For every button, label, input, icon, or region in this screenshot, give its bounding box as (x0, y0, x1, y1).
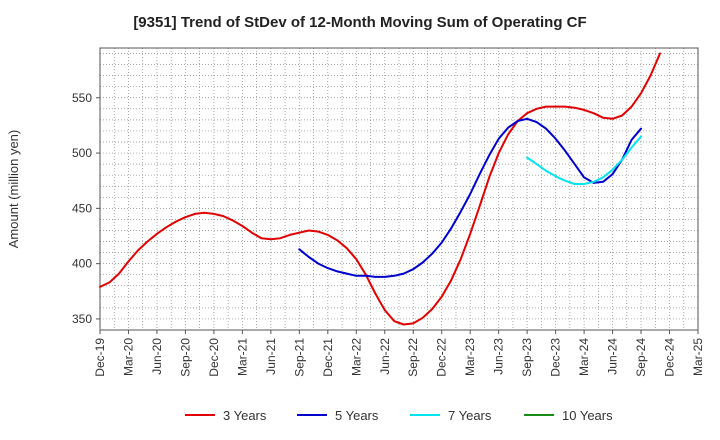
x-tick-label: Mar-25 (691, 338, 705, 376)
x-tick-label: Dec-19 (93, 338, 107, 377)
x-tick-label: Sep-20 (178, 338, 192, 377)
x-tick-label: Jun-20 (150, 338, 164, 375)
x-tick-label: Dec-24 (663, 338, 677, 377)
x-tick-label: Sep-24 (634, 338, 648, 377)
series-line-3-years (99, 52, 661, 326)
y-tick-label: 450 (72, 201, 92, 215)
x-tick-label: Mar-24 (577, 338, 591, 376)
legend-label-3-years: 3 Years (223, 408, 267, 423)
legend: 3 Years 5 Years 7 Years 10 Years (185, 408, 613, 423)
x-tick-label: Mar-21 (235, 338, 249, 376)
x-tick-label: Jun-21 (264, 338, 278, 375)
y-tick-label: 550 (72, 91, 92, 105)
x-tick-label: Mar-22 (349, 338, 363, 376)
x-tick-label: Dec-23 (549, 338, 563, 377)
series-line-7-years (526, 135, 642, 185)
x-tick-label: Sep-22 (406, 338, 420, 377)
y-tick-label: 500 (72, 146, 92, 160)
x-tick-label: Dec-20 (207, 338, 221, 377)
series-layer (99, 52, 661, 326)
y-axis-title: Amount (million yen) (6, 130, 21, 249)
x-tick-label: Sep-21 (292, 338, 306, 377)
legend-label-7-years: 7 Years (448, 408, 492, 423)
y-axis-ticks: 350 400 450 500 550 (72, 91, 100, 326)
x-tick-label: Dec-21 (321, 338, 335, 377)
x-tick-label: Jun-23 (492, 338, 506, 375)
x-tick-label: Sep-23 (520, 338, 534, 377)
x-tick-label: Mar-20 (121, 338, 135, 376)
plot-area-frame (99, 47, 699, 331)
x-axis-ticks: Dec-19 Mar-20 Jun-20 Sep-20 Dec-20 Mar-21 Jun-… (93, 330, 705, 377)
legend-label-5-years: 5 Years (335, 408, 379, 423)
y-tick-label: 350 (72, 312, 92, 326)
chart-title: [9351] Trend of StDev of 12-Month Moving… (133, 14, 587, 31)
grid-layer (100, 48, 698, 330)
x-tick-label: Mar-23 (463, 338, 477, 376)
series-line-5-years (298, 117, 642, 278)
y-tick-label: 400 (72, 257, 92, 271)
legend-label-10-years: 10 Years (562, 408, 613, 423)
x-tick-label: Jun-24 (606, 338, 620, 375)
x-tick-label: Jun-22 (378, 338, 392, 375)
x-tick-label: Dec-22 (435, 338, 449, 377)
